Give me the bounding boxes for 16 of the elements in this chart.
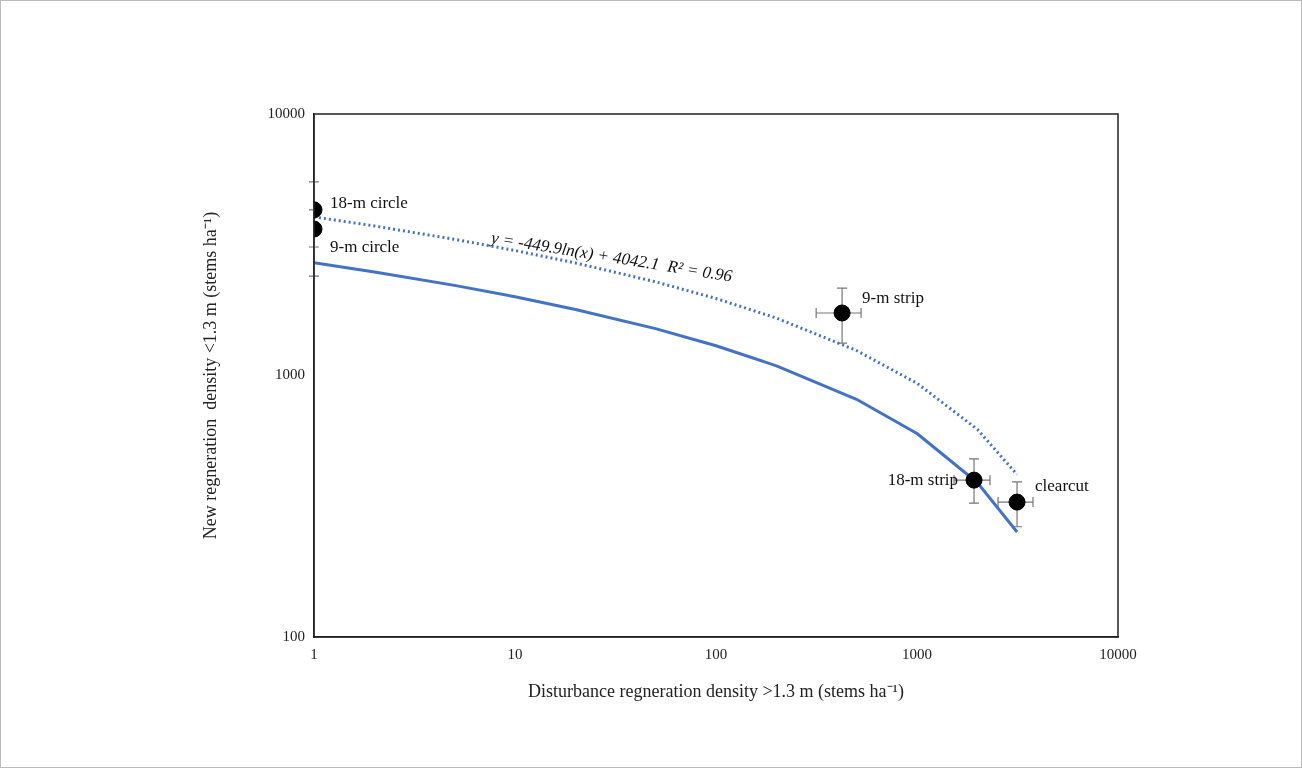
x-axis-title: Disturbance regneration density >1.3 m (stems ha⁻¹) — [528, 680, 904, 702]
y-axis-title: New regneration density <1.3 m (stems ha⁻¹) — [199, 211, 221, 540]
annotation: 9-m circle — [330, 236, 400, 256]
annotation: 18-m circle — [330, 193, 408, 213]
y-tick-label: 1000 — [275, 366, 305, 383]
annotation: y = -449.9ln(x) + 4042.1 R² = 0.96 — [487, 227, 734, 286]
annotation: clearcut — [1035, 475, 1090, 495]
y-tick-label: 10000 — [267, 104, 305, 121]
annotation: 18-m strip — [887, 469, 959, 489]
x-tick-label: 1 — [310, 645, 318, 662]
x-tick-label: 100 — [704, 645, 728, 662]
x-tick-label: 1000 — [902, 645, 932, 662]
annotation: 9-m strip — [862, 288, 924, 308]
x-tick-label: 10 — [507, 645, 523, 662]
x-tick-label: 10000 — [1099, 645, 1137, 662]
y-tick-label: 100 — [282, 627, 305, 644]
